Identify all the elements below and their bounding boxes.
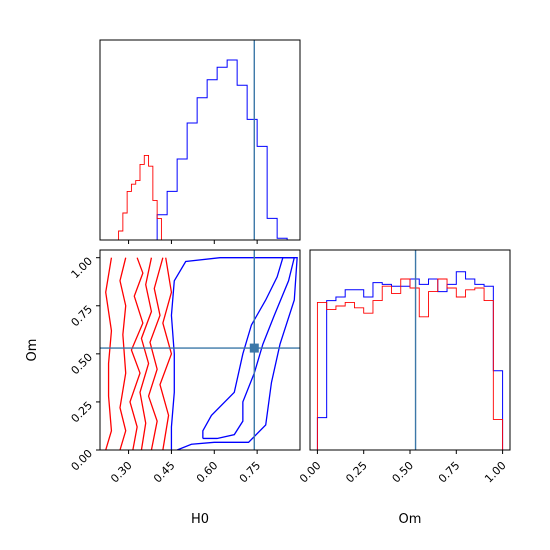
om-histogram-series-a: [316, 271, 504, 450]
y-axis-label-om: Om: [25, 339, 40, 362]
joint-contour-series-a-1: [170, 257, 298, 450]
joint-contour-series-b-5: [159, 257, 173, 450]
h0-histogram-series-a: [156, 59, 288, 240]
joint-contour-series: [105, 257, 298, 450]
joint-ytick-label-4: 1.00: [69, 255, 96, 282]
joint-contour-panel: 0.30 0.45 0.60 0.75 0.00 0.25 0.50 0.75 1.00: [69, 249, 301, 486]
om-histogram-ticks: 0.00 0.25 0.50 0.75 1.00: [297, 450, 509, 485]
h0-histogram-panel: [99, 39, 301, 244]
joint-contour-series-b-2: [129, 257, 144, 450]
om-xtick-label-1: 0.25: [343, 459, 370, 486]
h0-histogram-series-b: [118, 154, 162, 240]
h0-histogram-frame: [99, 39, 301, 241]
joint-xtick-label-0: 0.30: [108, 459, 135, 486]
joint-ytick-label-0: 0.00: [69, 447, 96, 474]
joint-ytick-label-3: 0.75: [69, 303, 96, 330]
joint-panel-frame: [99, 249, 301, 451]
joint-contour-series-b-3: [139, 257, 153, 450]
joint-xtick-label-1: 0.45: [151, 459, 178, 486]
joint-ytick-label-2: 0.50: [69, 351, 96, 378]
joint-contour-series-b-1: [119, 257, 127, 450]
om-histogram-series-b: [316, 278, 504, 450]
joint-contour-series-b-4: [147, 257, 164, 450]
joint-xtick-label-3: 0.75: [237, 459, 264, 486]
om-xtick-label-2: 0.50: [390, 459, 417, 486]
joint-xtick-label-2: 0.60: [194, 459, 221, 486]
joint-ytick-label-1: 0.25: [69, 399, 96, 426]
h0-histogram-ticks: [128, 240, 258, 244]
om-histogram-series: [316, 271, 504, 450]
x-axis-label-om: Om: [399, 512, 422, 527]
om-xtick-label-3: 0.75: [436, 459, 463, 486]
joint-truth-marker: [249, 343, 259, 353]
x-axis-label-h0: H0: [191, 512, 209, 527]
joint-contour-series-b-0: [105, 257, 113, 450]
om-xtick-label-4: 1.00: [482, 459, 509, 486]
h0-histogram-series: [118, 59, 288, 240]
om-xtick-label-0: 0.00: [297, 459, 324, 486]
om-histogram-panel: 0.00 0.25 0.50 0.75 1.00: [297, 249, 511, 485]
